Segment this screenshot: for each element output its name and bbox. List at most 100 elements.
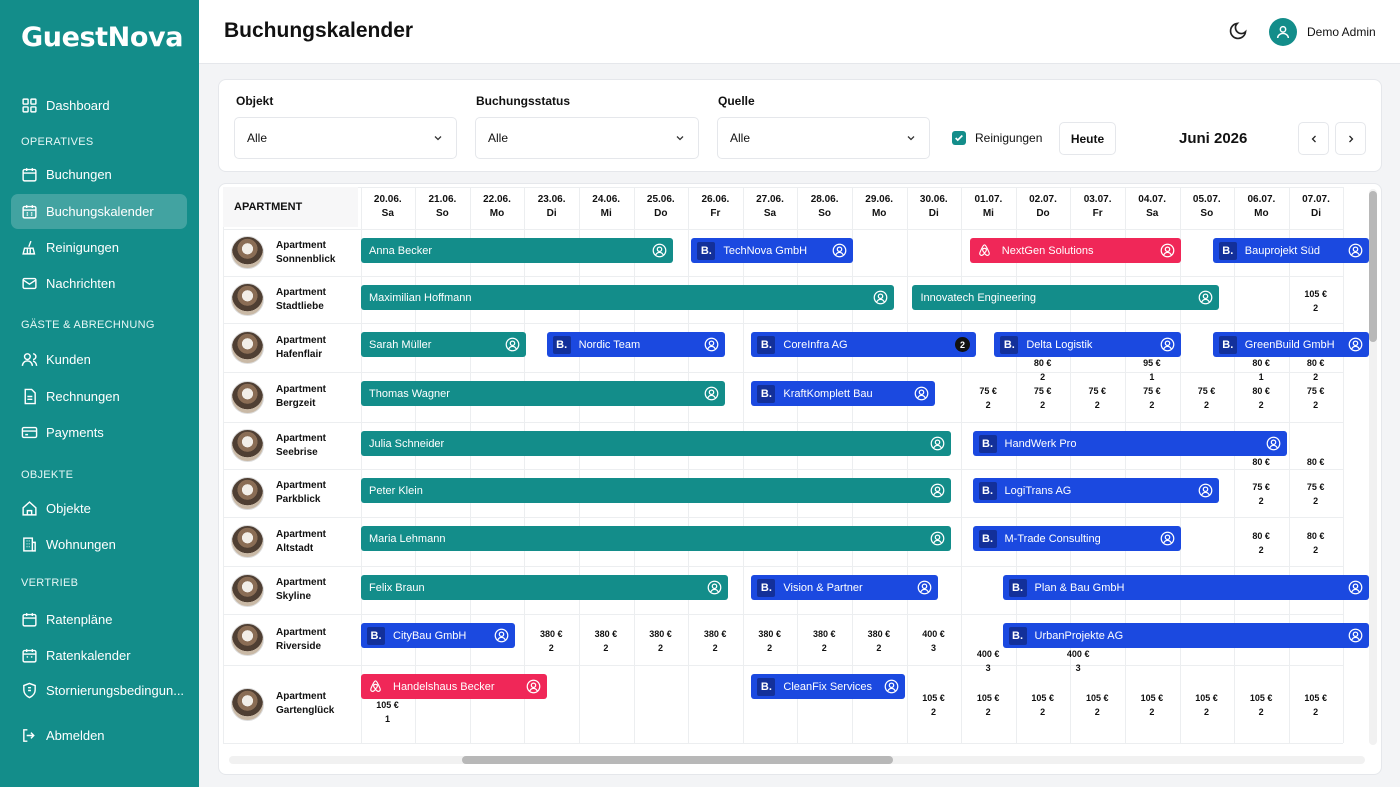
rate-cell[interactable]: 80 € 2 (1235, 529, 1287, 557)
rate-cell[interactable]: 75 € 2 (1290, 480, 1342, 508)
rate-cell[interactable]: 80 € 1 (1235, 356, 1287, 384)
apartment-row[interactable]: Apartment Sonnenblick (223, 229, 358, 276)
rate-cell[interactable]: 105 € 2 (1017, 691, 1069, 719)
booking-bar[interactable]: B. Bauprojekt Süd (1212, 238, 1370, 263)
rate-cell[interactable]: 105 € 2 (1126, 691, 1178, 719)
sidebar-item-payments[interactable]: Payments (11, 415, 187, 450)
booking-bar[interactable]: Handelshaus Becker (361, 674, 548, 699)
booking-bar[interactable]: Maria Lehmann (361, 526, 952, 551)
rate-cell[interactable]: 80 € 2 (1290, 356, 1342, 384)
booking-bar[interactable]: B. CityBau GmbH (361, 623, 515, 648)
cleanings-checkbox[interactable] (952, 131, 966, 145)
rate-cell[interactable]: 380 € 2 (689, 627, 741, 655)
booking-bar[interactable]: Maximilian Hoffmann (361, 285, 895, 310)
rate-cell[interactable]: 380 € 2 (744, 627, 796, 655)
quelle-select[interactable]: Alle (717, 117, 930, 159)
rate-cell[interactable]: 380 € 2 (853, 627, 905, 655)
rate-cell[interactable]: 380 € 2 (580, 627, 632, 655)
dark-mode-toggle-icon[interactable] (1228, 21, 1248, 41)
scrollbar-thumb[interactable] (1369, 191, 1377, 342)
booking-bar[interactable]: B. KraftKomplett Bau (751, 381, 935, 406)
user-avatar[interactable] (1269, 18, 1297, 46)
objekt-select[interactable]: Alle (234, 117, 457, 159)
sidebar-item-kunden[interactable]: Kunden (11, 342, 187, 377)
rate-cell[interactable]: 105 € 2 (1181, 691, 1233, 719)
apartment-row[interactable]: Apartment Parkblick (223, 469, 358, 517)
booking-bar[interactable]: B. GreenBuild GmbH (1212, 332, 1370, 357)
apartment-row[interactable]: Apartment Hafenflair (223, 323, 358, 372)
rate-cell[interactable]: 105 € 2 (962, 691, 1014, 719)
vertical-scrollbar[interactable] (1369, 189, 1377, 745)
sidebar-item-wohnungen[interactable]: Wohnungen (11, 527, 187, 562)
sidebar-item-buchungskalender[interactable]: Buchungskalender (11, 194, 187, 229)
rate-cell[interactable]: 105 € 2 (908, 691, 960, 719)
sidebar-item-ratenplaene[interactable]: Ratenpläne (11, 602, 187, 637)
rate-cell[interactable]: 400 € 3 (1052, 647, 1104, 675)
booking-bar[interactable]: Peter Klein (361, 478, 952, 503)
rate-cell[interactable]: 80 € 2 (1235, 384, 1287, 412)
booking-bar[interactable]: B. Delta Logistik (994, 332, 1181, 357)
today-button[interactable]: Heute (1059, 122, 1116, 155)
apartment-row[interactable]: Apartment Gartenglück (223, 665, 358, 743)
booking-bar[interactable]: Anna Becker (361, 238, 673, 263)
booking-bar[interactable]: Felix Braun (361, 575, 728, 600)
booking-bar[interactable]: B. HandWerk Pro (972, 431, 1288, 456)
booking-bar[interactable]: Julia Schneider (361, 431, 952, 456)
horizontal-scrollbar[interactable] (229, 756, 1365, 764)
sidebar-item-stornierungsbedingungen[interactable]: Stornierungsbedingun... (11, 673, 187, 708)
rate-cell[interactable]: 105 € 2 (1235, 691, 1287, 719)
rate-cell[interactable]: 380 € 2 (635, 627, 687, 655)
sidebar-item-buchungen[interactable]: Buchungen (11, 157, 187, 192)
next-month-button[interactable] (1335, 122, 1366, 155)
apartment-row[interactable]: Apartment Stadtliebe (223, 276, 358, 323)
booking-bar[interactable]: B. UrbanProjekte AG (1002, 623, 1370, 648)
rate-cell[interactable]: 80 € 2 (1017, 356, 1069, 384)
apartment-row[interactable]: Apartment Altstadt (223, 517, 358, 566)
booking-bar[interactable]: Sarah Müller (361, 332, 526, 357)
booking-bar[interactable]: B. Nordic Team (546, 332, 725, 357)
sidebar-item-objekte[interactable]: Objekte (11, 491, 187, 526)
booking-bar[interactable]: B. LogiTrans AG (972, 478, 1219, 503)
prev-month-button[interactable] (1298, 122, 1329, 155)
rate-cell[interactable]: 105 € 2 (1071, 691, 1123, 719)
rate-cell[interactable]: 105 € 2 (1290, 691, 1342, 719)
apartment-row[interactable]: Apartment Seebrise (223, 422, 358, 469)
sidebar-item-dashboard[interactable]: Dashboard (11, 88, 187, 123)
rate-cell[interactable]: 380 € 2 (798, 627, 850, 655)
rate-cell[interactable]: 75 € 2 (962, 384, 1014, 412)
booking-bar[interactable]: B. Plan & Bau GmbH (1002, 575, 1370, 600)
rate-cell[interactable]: 400 € 3 (908, 627, 960, 655)
logout-button[interactable]: Abmelden (11, 718, 187, 753)
apartment-row[interactable]: Apartment Skyline (223, 566, 358, 614)
rate-cell[interactable]: 105 € 2 (1290, 287, 1342, 315)
apartment-row[interactable]: Apartment Riverside (223, 614, 358, 665)
sidebar-item-rechnungen[interactable]: Rechnungen (11, 379, 187, 414)
booking-bar[interactable]: B. M-Trade Consulting (972, 526, 1181, 551)
rate-cell[interactable]: 75 € 2 (1126, 384, 1178, 412)
rate-cell[interactable]: 80 € (1290, 455, 1342, 469)
booking-bar[interactable]: Thomas Wagner (361, 381, 725, 406)
rate-cell[interactable]: 75 € 2 (1235, 480, 1287, 508)
apartment-row[interactable]: Apartment Bergzeit (223, 372, 358, 422)
booking-bar[interactable]: Innovatech Engineering (912, 285, 1219, 310)
booking-bar[interactable]: B. CleanFix Services (751, 674, 905, 699)
booking-bar[interactable]: NextGen Solutions (969, 238, 1181, 263)
rate-cell[interactable]: 80 € 2 (1290, 529, 1342, 557)
rate-cell[interactable]: 80 € (1235, 455, 1287, 469)
rate-cell[interactable]: 75 € 2 (1017, 384, 1069, 412)
booking-bar[interactable]: B. CoreInfra AG 2 (751, 332, 976, 357)
rate-cell[interactable]: 105 € 1 (362, 698, 414, 726)
rate-cell[interactable]: 380 € 2 (525, 627, 577, 655)
scrollbar-thumb[interactable] (462, 756, 893, 764)
booking-bar[interactable]: B. Vision & Partner (751, 575, 938, 600)
rate-cell[interactable]: 400 € 3 (962, 647, 1014, 675)
rate-cell[interactable]: 75 € 2 (1181, 384, 1233, 412)
sidebar-item-reinigungen[interactable]: Reinigungen (11, 230, 187, 265)
sidebar-item-ratenkalender[interactable]: Ratenkalender (11, 638, 187, 673)
sidebar-item-nachrichten[interactable]: Nachrichten (11, 266, 187, 301)
rate-cell[interactable]: 95 € 1 (1126, 356, 1178, 384)
status-select[interactable]: Alle (475, 117, 699, 159)
booking-bar[interactable]: B. TechNova GmbH (691, 238, 854, 263)
rate-cell[interactable]: 75 € 2 (1071, 384, 1123, 412)
rate-cell[interactable]: 75 € 2 (1290, 384, 1342, 412)
